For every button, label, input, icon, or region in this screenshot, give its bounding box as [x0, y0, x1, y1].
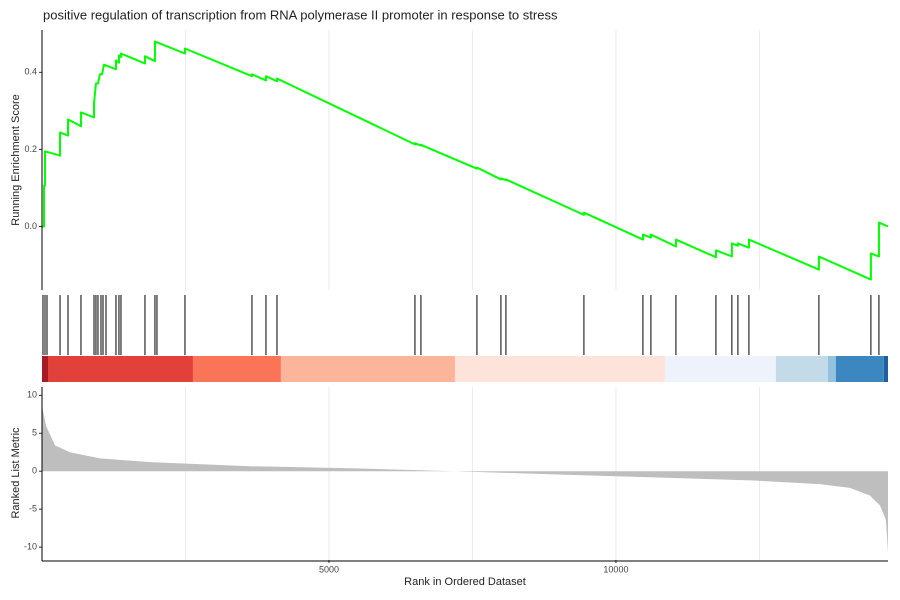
metric-axis-title: Ranked List Metric [10, 427, 22, 519]
y-tick-label: -10 [24, 541, 37, 551]
y-tick-label: 5 [32, 428, 37, 438]
x-tick-label: 5000 [319, 564, 339, 574]
metric-area [42, 405, 888, 553]
x-tick-label: 10000 [603, 564, 628, 574]
color-bar-segment [883, 356, 888, 382]
color-bar-segment [42, 356, 49, 382]
y-tick-label: 0.2 [24, 144, 37, 154]
y-tick-label: 0 [32, 466, 37, 476]
es-line [42, 40, 889, 281]
color-bar-segment [192, 356, 281, 382]
color-bar-segment [48, 356, 193, 382]
x-axis-title: Rank in Ordered Dataset [404, 576, 526, 588]
y-axis-title: Running Enrichment Score [10, 94, 22, 225]
color-bar-segment [454, 356, 665, 382]
y-tick-label: 0.0 [24, 221, 37, 231]
color-bar-segment [835, 356, 884, 382]
y-tick-label: 0.4 [24, 67, 37, 77]
color-bar-segment [664, 356, 776, 382]
color-bar-segment [827, 356, 836, 382]
color-bar-segment [775, 356, 828, 382]
y-tick-label: 10 [27, 390, 37, 400]
color-bar-segment [280, 356, 455, 382]
y-tick-label: -5 [29, 504, 37, 514]
chart-title: positive regulation of transcription fro… [43, 7, 558, 22]
